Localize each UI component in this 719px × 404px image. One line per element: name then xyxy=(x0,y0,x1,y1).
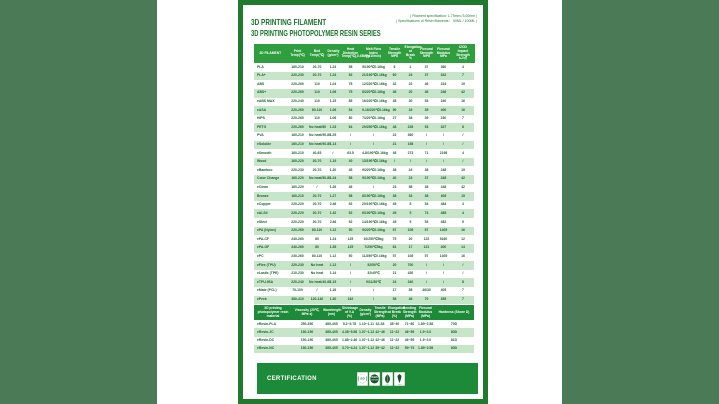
svg-text:ISO: ISO xyxy=(360,377,364,380)
svg-text:RoHS: RoHS xyxy=(372,377,379,379)
